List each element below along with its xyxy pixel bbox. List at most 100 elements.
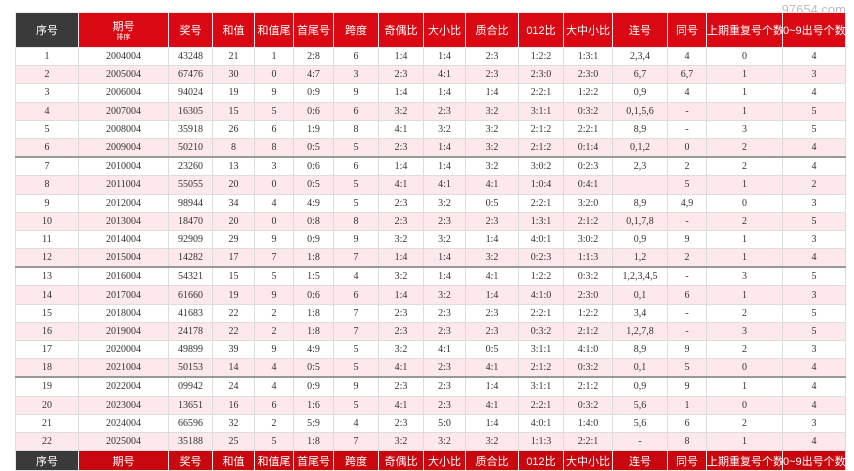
table-cell: 1:3:1	[563, 46, 613, 67]
table-cell: 8	[333, 119, 379, 139]
table-cell: 66596	[168, 413, 213, 433]
table-cell: 2023004	[78, 395, 169, 415]
table-cell: 1:4	[465, 413, 519, 433]
table-cell: 2	[667, 156, 707, 177]
table-cell: 2	[254, 303, 294, 323]
table-cell: 3:0:2	[518, 156, 564, 177]
table-cell: 9	[667, 229, 707, 250]
table-row: 6 2009004 50210 8 8 0:5 5 2:3 1:4 3:2 2:1:2 0:1:4 0,…	[15, 137, 846, 158]
table-cell: 32	[212, 413, 255, 433]
table-cell: 3:2	[378, 266, 424, 287]
table-cell: 4:0:1	[518, 229, 564, 250]
table-cell: 3	[706, 266, 783, 287]
table-cell: 20	[212, 211, 255, 231]
table-cell: 2022004	[78, 376, 169, 397]
table-cell: 4:0:1	[518, 413, 564, 433]
table-cell: 10	[15, 211, 79, 231]
table-cell: 29	[212, 229, 255, 250]
table-cell: 6	[667, 285, 707, 305]
table-cell: 6	[333, 101, 379, 121]
column-header: 0~9出号个数	[782, 12, 846, 48]
table-cell: 16305	[168, 101, 213, 121]
table-cell: 13651	[168, 395, 213, 415]
table-row: 14 2017004 61660 19 9 0:6 6 1:4 3:2 1:4 4:1:0 2:3:0…	[15, 285, 846, 305]
column-header: 奇偶比	[378, 12, 424, 48]
table-cell: 4:1	[465, 395, 519, 415]
table-header: 序号 期号 排序 奖号 和值 和值尾 首尾号 跨度 奇偶比 大小比 质合比 012比 大中小比 连号 同号上…	[15, 12, 846, 48]
table-cell: 15	[212, 101, 255, 121]
table-cell: 0:8	[293, 211, 334, 231]
table-cell: 2	[254, 413, 294, 433]
table-cell: 4	[782, 156, 846, 177]
table-cell: 4:1:0	[518, 285, 564, 305]
table-cell: 2016004	[78, 266, 169, 287]
table-cell: 6	[254, 395, 294, 415]
table-cell: 1:4	[378, 285, 424, 305]
column-footer: 和值尾	[254, 450, 294, 471]
table-cell: 2:3	[378, 303, 424, 323]
column-header: 大中小比	[563, 12, 613, 48]
table-cell: 3:2	[378, 339, 424, 360]
column-footer: 序号	[15, 450, 79, 471]
column-header[interactable]: 期号 排序	[78, 12, 169, 48]
results-table: 序号 期号 排序 奖号 和值 和值尾 首尾号 跨度 奇偶比 大小比 质合比 012比 大中小比 连号 同号上…	[15, 12, 846, 471]
table-cell: 19	[15, 376, 79, 397]
table-cell: 2:1:2	[563, 211, 613, 231]
table-cell: 50210	[168, 137, 213, 158]
table-cell: 1:8	[293, 431, 334, 452]
table-cell: 2017004	[78, 285, 169, 305]
table-cell: 1:6	[293, 395, 334, 415]
table-cell: 2:1:2	[518, 137, 564, 158]
table-cell: 4:1	[465, 266, 519, 287]
table-cell: -	[667, 211, 707, 231]
table-cell: 19	[212, 83, 255, 103]
column-footer: 和值	[212, 450, 255, 471]
table-cell: 6	[333, 285, 379, 305]
table-cell: 22	[15, 431, 79, 452]
table-cell: 2:3	[423, 303, 466, 323]
table-cell: 1	[706, 285, 783, 305]
table-cell: 1,2,3,4,5	[612, 266, 668, 287]
table-cell: 9	[254, 229, 294, 250]
table-cell: 2:3	[465, 65, 519, 85]
table-row: 12 2015004 14282 17 7 1:8 7 1:4 1:4 3:2 0:2:3 1:1:3…	[15, 248, 846, 268]
table-cell: 1	[706, 248, 783, 268]
table-cell: 2:3	[465, 211, 519, 231]
table-cell: 3,4	[612, 303, 668, 323]
table-cell: 5:9	[293, 413, 334, 433]
column-footer: 同号	[667, 450, 707, 471]
table-cell: 0	[706, 358, 783, 378]
table-cell: 0,1,7,8	[612, 211, 668, 231]
table-cell: 4	[782, 83, 846, 103]
table-cell: -	[667, 303, 707, 323]
table-cell: 0,9	[612, 83, 668, 103]
table-cell: 94024	[168, 83, 213, 103]
table-cell: 0:3:2	[563, 266, 613, 287]
table-cell: 2010004	[78, 156, 169, 177]
column-header: 和值	[212, 12, 255, 48]
table-cell: 2:3	[378, 211, 424, 231]
column-footer: 012比	[518, 450, 564, 471]
table-cell: 1:4	[465, 376, 519, 397]
column-footer: 0~9出号个数	[782, 450, 846, 471]
table-cell: 2:3	[378, 137, 424, 158]
table-cell: 3	[782, 285, 846, 305]
table-cell: 23260	[168, 156, 213, 177]
column-footer: 奖号	[168, 450, 213, 471]
table-cell: 0:3:2	[518, 321, 564, 342]
table-cell: 3:2	[423, 119, 466, 139]
table-cell: 1:4	[465, 83, 519, 103]
table-cell: 3	[706, 321, 783, 342]
table-cell: 1:4	[378, 46, 424, 67]
table-cell: 9	[667, 339, 707, 360]
table-cell: 6	[333, 156, 379, 177]
table-cell: 7	[333, 431, 379, 452]
table-cell: 5	[333, 137, 379, 158]
table-cell: 0,9	[612, 229, 668, 250]
table-cell: 4:1	[378, 175, 424, 195]
table-cell: 2:3	[465, 321, 519, 342]
column-header: 大小比	[423, 12, 466, 48]
table-cell: 1:3:1	[518, 211, 564, 231]
table-cell: 5	[782, 303, 846, 323]
